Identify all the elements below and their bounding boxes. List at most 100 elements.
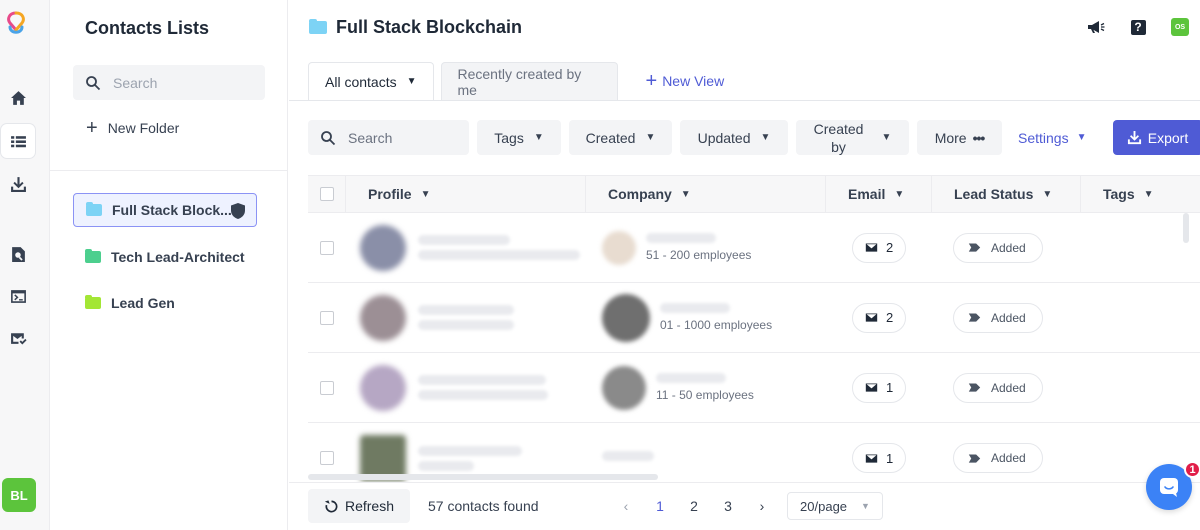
lists-search-input[interactable]: Search bbox=[73, 65, 265, 100]
lead-status-badge[interactable]: Added bbox=[953, 232, 1043, 263]
contacts-table: Profile ▼ Company ▼ Email ▼ Lead Status ▼ Ta… bbox=[308, 175, 1200, 493]
page-button-3[interactable]: 3 bbox=[724, 498, 732, 514]
select-all-checkbox[interactable] bbox=[320, 187, 334, 201]
lead-status-badge[interactable]: Added bbox=[953, 443, 1043, 473]
page-button-1[interactable]: 1 bbox=[656, 498, 664, 514]
refresh-button[interactable]: Refresh bbox=[308, 489, 410, 523]
chevron-down-icon: ▼ bbox=[420, 188, 431, 200]
email-count-button[interactable]: 2 bbox=[852, 302, 907, 333]
rail-finder-button[interactable] bbox=[1, 237, 35, 271]
column-header-company[interactable]: Company ▼ bbox=[586, 175, 826, 213]
search-icon bbox=[321, 130, 336, 145]
email-count-button[interactable]: 1 bbox=[852, 372, 907, 403]
company-name-redacted bbox=[656, 373, 726, 383]
column-label: Lead Status bbox=[954, 186, 1034, 202]
home-icon bbox=[10, 90, 26, 105]
column-label: Profile bbox=[368, 186, 412, 202]
download-icon bbox=[10, 176, 26, 192]
company-name-redacted bbox=[602, 450, 654, 461]
folder-item-tech-lead[interactable]: Tech Lead-Architect bbox=[73, 240, 257, 274]
page-title: Full Stack Blockchain bbox=[309, 17, 522, 38]
export-icon bbox=[1127, 130, 1141, 145]
megaphone-icon bbox=[1088, 21, 1105, 33]
chevron-down-icon: ▼ bbox=[680, 188, 691, 200]
company-cell[interactable]: 11 - 50 employees bbox=[586, 353, 826, 423]
column-header-tags[interactable]: Tags ▼ bbox=[1081, 175, 1200, 213]
rail-home-button[interactable] bbox=[1, 81, 35, 115]
profile-redacted bbox=[418, 300, 514, 335]
page-size-value: 20/page bbox=[800, 498, 848, 514]
rail-api-button[interactable] bbox=[1, 279, 35, 313]
vertical-scrollbar[interactable] bbox=[1183, 213, 1189, 243]
rail-import-button[interactable] bbox=[1, 167, 35, 201]
employee-count: 11 - 50 employees bbox=[656, 388, 754, 402]
row-checkbox[interactable] bbox=[320, 451, 334, 465]
contacts-search-input[interactable]: Search bbox=[308, 120, 469, 155]
column-header-profile[interactable]: Profile ▼ bbox=[346, 175, 586, 213]
table-row[interactable]: 51 - 200 employees 2 Added bbox=[308, 213, 1200, 283]
chat-launcher-button[interactable]: 1 bbox=[1146, 461, 1200, 510]
email-count-button[interactable]: 2 bbox=[852, 232, 907, 263]
announcement-button[interactable] bbox=[1086, 17, 1106, 37]
created-by-filter[interactable]: Created by ▼ bbox=[796, 120, 909, 155]
workspace-badge: OS bbox=[1171, 18, 1189, 36]
export-label: Export bbox=[1147, 129, 1189, 146]
row-checkbox[interactable] bbox=[320, 240, 334, 255]
company-cell[interactable]: 51 - 200 employees bbox=[586, 213, 826, 283]
column-header-lead-status[interactable]: Lead Status ▼ bbox=[932, 175, 1081, 213]
profile-cell[interactable] bbox=[346, 213, 586, 283]
folder-icon bbox=[309, 19, 327, 34]
column-header-email[interactable]: Email ▼ bbox=[826, 175, 932, 213]
workspace-button[interactable]: OS bbox=[1170, 17, 1190, 37]
avatar bbox=[360, 435, 406, 481]
tab-all-contacts[interactable]: All contacts ▼ bbox=[308, 62, 434, 100]
table-row[interactable]: 1 Added bbox=[308, 423, 1200, 493]
chevron-down-icon: ▼ bbox=[894, 188, 905, 200]
page-size-select[interactable]: 20/page ▼ bbox=[787, 492, 883, 520]
rail-lists-button[interactable] bbox=[1, 124, 35, 158]
tags-filter[interactable]: Tags ▼ bbox=[477, 120, 561, 155]
more-dots-icon: ••• bbox=[972, 129, 986, 146]
row-checkbox[interactable] bbox=[320, 380, 334, 395]
prev-page-button[interactable]: ‹ bbox=[623, 498, 629, 514]
company-cell[interactable] bbox=[586, 423, 826, 493]
filter-bar: Search Tags ▼ Created ▼ Updated ▼ Create… bbox=[308, 120, 1200, 155]
horizontal-scrollbar[interactable] bbox=[308, 474, 658, 480]
page-button-2[interactable]: 2 bbox=[690, 498, 698, 514]
profile-cell[interactable] bbox=[346, 353, 586, 423]
lead-status-badge[interactable]: Added bbox=[953, 302, 1043, 333]
folder-item-lead-gen[interactable]: Lead Gen bbox=[73, 286, 257, 320]
profile-cell[interactable] bbox=[346, 283, 586, 353]
created-filter[interactable]: Created ▼ bbox=[569, 120, 672, 155]
updated-filter[interactable]: Updated ▼ bbox=[680, 120, 788, 155]
export-button[interactable]: Export bbox=[1112, 120, 1200, 155]
app-logo-icon[interactable] bbox=[4, 10, 28, 38]
more-filters-button[interactable]: More ••• bbox=[917, 120, 1002, 155]
new-folder-button[interactable]: + New Folder bbox=[86, 118, 179, 138]
rail-verify-button[interactable] bbox=[1, 321, 35, 355]
company-info: 11 - 50 employees bbox=[656, 373, 754, 402]
tab-recently-created[interactable]: Recently created by me bbox=[440, 62, 618, 100]
next-page-button[interactable]: › bbox=[759, 498, 765, 514]
search-placeholder: Search bbox=[348, 129, 393, 146]
profile-cell[interactable] bbox=[346, 423, 586, 493]
lead-status-badge[interactable]: Added bbox=[953, 372, 1043, 403]
folder-item-full-stack-blockchain[interactable]: Full Stack Block... bbox=[73, 193, 257, 227]
user-avatar[interactable]: BL bbox=[2, 478, 36, 512]
company-info: 51 - 200 employees bbox=[646, 233, 751, 262]
folder-label: Tech Lead-Architect bbox=[111, 249, 245, 265]
profile-redacted bbox=[418, 230, 580, 265]
company-cell[interactable]: 01 - 1000 employees bbox=[586, 283, 826, 353]
table-row[interactable]: 11 - 50 employees 1 Added bbox=[308, 353, 1200, 423]
table-row[interactable]: 01 - 1000 employees 2 Added bbox=[308, 283, 1200, 353]
refresh-label: Refresh bbox=[344, 498, 395, 514]
settings-dropdown[interactable]: Settings ▼ bbox=[1018, 130, 1087, 146]
help-icon: ? bbox=[1130, 19, 1146, 35]
new-view-button[interactable]: + New View bbox=[646, 62, 725, 100]
row-checkbox[interactable] bbox=[320, 310, 334, 325]
view-tabs: All contacts ▼ Recently created by me + … bbox=[308, 62, 724, 100]
help-button[interactable]: ? bbox=[1128, 17, 1148, 37]
lead-status-cell: Added bbox=[932, 283, 1081, 353]
email-count-button[interactable]: 1 bbox=[852, 443, 907, 473]
filter-label-line: Created bbox=[813, 120, 864, 137]
